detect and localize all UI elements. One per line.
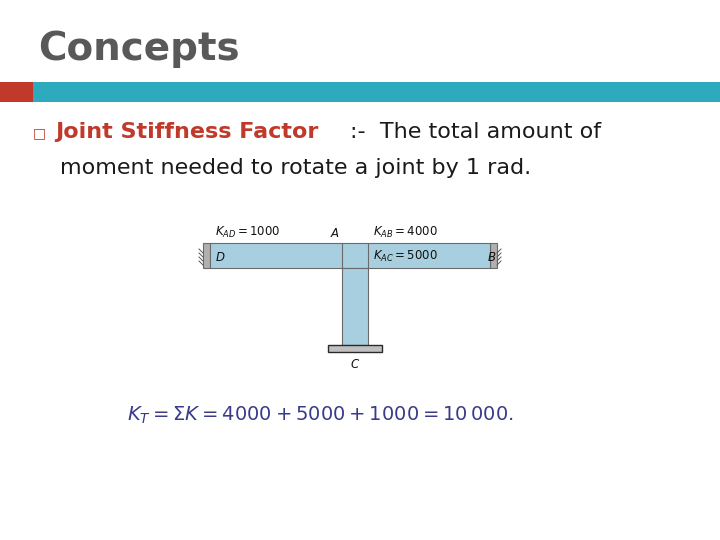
Text: $C$: $C$ [350,358,360,371]
Text: :-  The total amount of: :- The total amount of [350,122,601,142]
Bar [0,82,33,102]
Text: moment needed to rotate a joint by 1 rad.: moment needed to rotate a joint by 1 rad… [60,158,531,178]
Bar [33,82,720,102]
Text: $K_T = \Sigma K = 4000 + 5000 + 1000 = 10\,000.$: $K_T = \Sigma K = 4000 + 5000 + 1000 = 1… [127,404,513,426]
Text: Concepts: Concepts [38,30,240,68]
Text: $D$: $D$ [215,251,225,264]
Text: $K_{AB} = 4000$: $K_{AB} = 4000$ [373,225,438,240]
Text: □: □ [33,126,46,140]
Text: Joint Stiffness Factor: Joint Stiffness Factor [55,122,318,142]
Bar [490,243,497,268]
Text: $A$: $A$ [330,227,340,240]
Bar [210,243,490,268]
Text: $K_{AC} = 5000$: $K_{AC} = 5000$ [373,249,438,264]
Bar [342,268,368,345]
Text: $B$: $B$ [487,251,496,264]
Text: $K_{AD} = 1000$: $K_{AD} = 1000$ [215,225,281,240]
Bar [203,243,210,268]
Bar [328,345,382,352]
